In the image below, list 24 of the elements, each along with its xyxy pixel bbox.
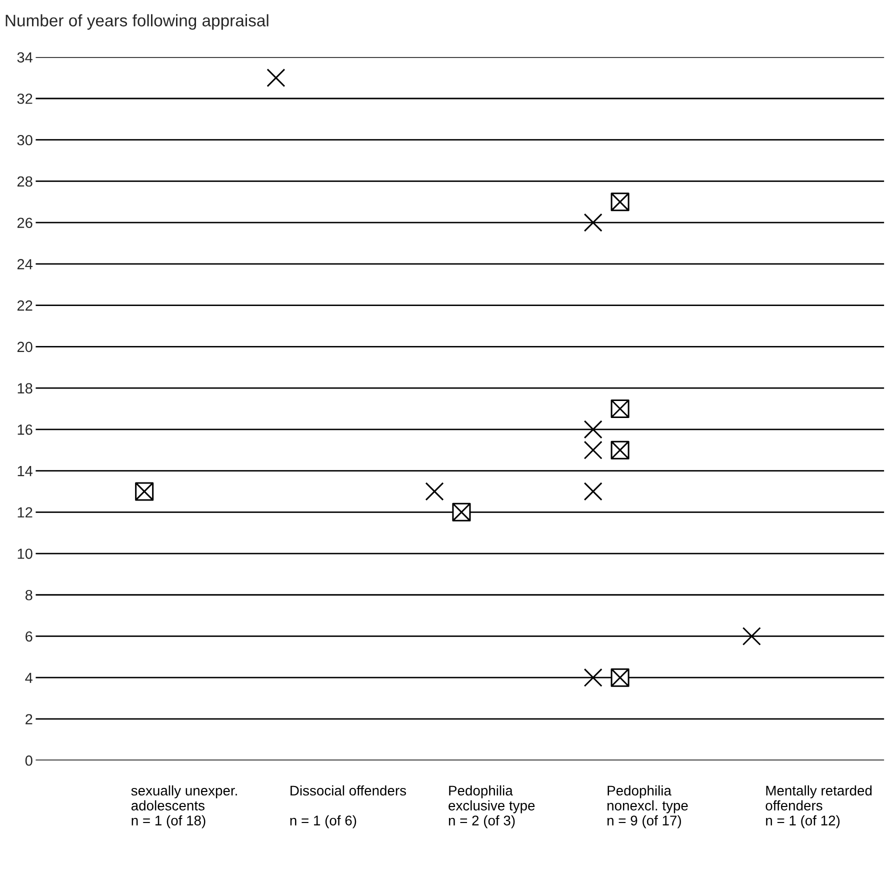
y-tick-label: 6 — [26, 631, 32, 642]
y-tick-label: 2 — [26, 714, 32, 724]
y-tick-label: 30 — [17, 134, 32, 146]
y-tick-label: 22 — [17, 300, 32, 311]
y-tick-label: 20 — [17, 342, 32, 352]
x-tick-label: Mentally retarded offenders n = 1 (of 12) — [766, 785, 872, 828]
y-tick-label: 0 — [25, 755, 32, 766]
category-label: Dissocial offenders n = 1 (of 6) — [290, 785, 406, 828]
y-tick-label: 4 — [25, 672, 33, 683]
x-tick-label: Pedophilia nonexcl. type n = 9 (of 17) — [607, 785, 688, 828]
y-tick-label: 10 — [18, 548, 32, 559]
x-tick-label: Pedophilia exclusive type n = 2 (of 3) — [448, 785, 535, 828]
y-tick-label: 12 — [18, 507, 32, 518]
y-tick-label: 26 — [17, 218, 32, 228]
y-tick-label: 18 — [18, 383, 32, 394]
x-tick-label: sexually unexper. adolescents n = 1 (of 18) — [131, 785, 237, 828]
y-tick-label: 14 — [18, 466, 33, 476]
y-tick-label: 16 — [18, 424, 32, 435]
y-tick-label: 32 — [17, 94, 32, 104]
y-axis-title: Number of years following appraisal — [6, 14, 268, 30]
y-tick-label: 8 — [25, 590, 32, 600]
y-tick-label: 24 — [17, 259, 33, 270]
y-tick-label: 28 — [17, 176, 32, 187]
y-tick-label: 34 — [17, 52, 33, 63]
